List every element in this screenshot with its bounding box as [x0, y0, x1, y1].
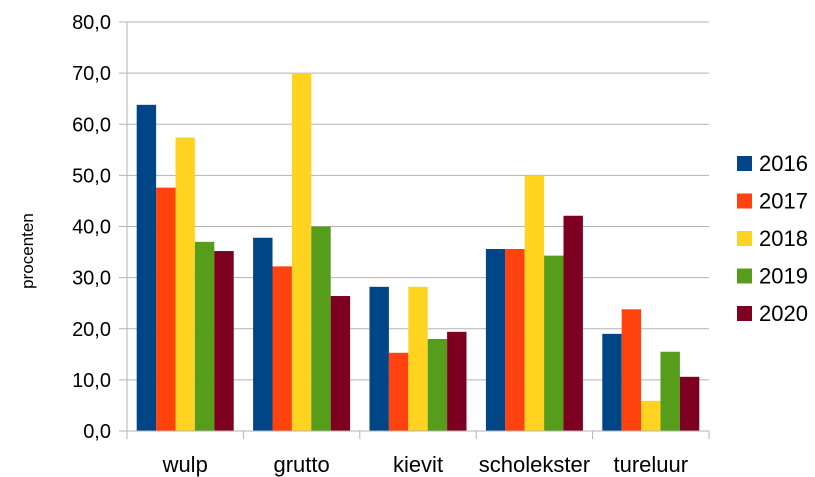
bar-kievit-2020	[447, 331, 467, 431]
y-tick-labels: 0,0 10,0 20,0 30,0 40,0 50,0 60,0 70,0 80,0	[72, 12, 111, 443]
category-label-wulp: wulp	[162, 452, 208, 477]
legend-swatch-2020	[737, 306, 752, 321]
y-tick-label: 0,0	[83, 421, 111, 443]
bar-grutto-2016	[253, 237, 273, 431]
legend-swatch-2017	[737, 193, 752, 209]
bar-kievit-2019	[427, 338, 448, 431]
bar-scholekster-2019	[544, 255, 564, 431]
y-axis-title: procenten	[18, 213, 37, 289]
legend: 2016 2017 2018 2019 2020	[737, 151, 808, 326]
y-tick-label: 80,0	[72, 12, 111, 34]
x-category-labels: wulp grutto kievit scholekster tureluur	[162, 452, 689, 477]
bar-tureluur-2017	[621, 309, 642, 431]
bar-wulp-2019	[194, 241, 215, 431]
category-label-kievit: kievit	[393, 452, 443, 477]
bar-tureluur-2018	[641, 400, 661, 431]
y-tick-label: 50,0	[72, 165, 111, 187]
category-label-tureluur: tureluur	[614, 452, 689, 477]
bar-scholekster-2017	[505, 248, 525, 431]
bar-wulp-2020	[214, 251, 234, 431]
bar-wulp-2018	[175, 137, 195, 432]
y-tick-label: 20,0	[72, 319, 111, 341]
y-tick-label: 60,0	[72, 114, 111, 136]
bar-grutto-2018	[291, 73, 312, 431]
bar-wulp-2017	[156, 187, 176, 431]
legend-swatch-2016	[737, 156, 752, 171]
legend-label-2018: 2018	[759, 226, 808, 251]
bar-grutto-2017	[272, 266, 292, 431]
y-tick-label: 40,0	[72, 217, 111, 239]
bar-scholekster-2020	[563, 215, 583, 431]
bar-kievit-2017	[388, 352, 409, 431]
bar-grutto-2020	[330, 296, 351, 431]
legend-label-2017: 2017	[759, 189, 808, 214]
bar-scholekster-2018	[524, 175, 545, 431]
legend-label-2020: 2020	[759, 301, 808, 326]
bars	[136, 73, 700, 432]
bar-wulp-2016	[136, 104, 157, 431]
bar-scholekster-2016	[485, 248, 506, 431]
bar-grutto-2019	[311, 226, 331, 431]
y-tick-label: 30,0	[72, 268, 111, 290]
category-label-scholekster: scholekster	[479, 452, 590, 477]
bar-tureluur-2020	[679, 376, 700, 431]
legend-label-2019: 2019	[759, 264, 808, 289]
bar-kievit-2018	[408, 286, 428, 431]
category-label-grutto: grutto	[273, 452, 329, 477]
legend-label-2016: 2016	[759, 151, 808, 176]
y-tick-label: 70,0	[72, 63, 111, 85]
y-tick-label: 10,0	[72, 370, 111, 392]
bar-tureluur-2019	[660, 351, 680, 431]
bar-tureluur-2016	[602, 333, 622, 431]
axes	[119, 21, 710, 439]
bar-kievit-2016	[369, 286, 389, 431]
legend-swatch-2019	[737, 268, 752, 284]
legend-swatch-2018	[737, 231, 752, 246]
